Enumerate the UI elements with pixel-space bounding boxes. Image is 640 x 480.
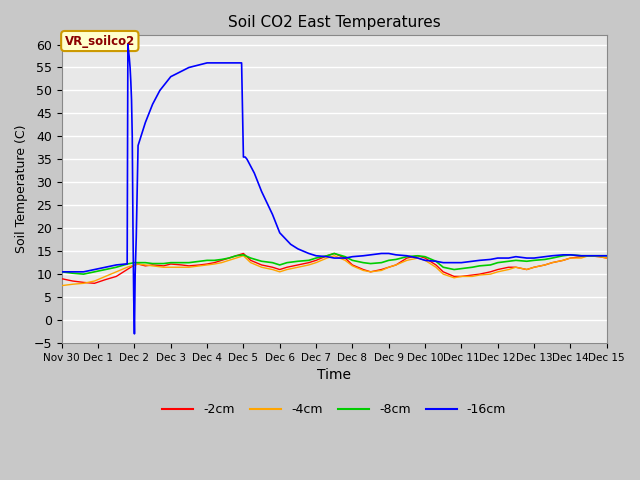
Legend: -2cm, -4cm, -8cm, -16cm: -2cm, -4cm, -8cm, -16cm	[157, 398, 511, 421]
Title: Soil CO2 East Temperatures: Soil CO2 East Temperatures	[228, 15, 440, 30]
Y-axis label: Soil Temperature (C): Soil Temperature (C)	[15, 125, 28, 253]
X-axis label: Time: Time	[317, 368, 351, 382]
Text: VR_soilco2: VR_soilco2	[65, 35, 135, 48]
